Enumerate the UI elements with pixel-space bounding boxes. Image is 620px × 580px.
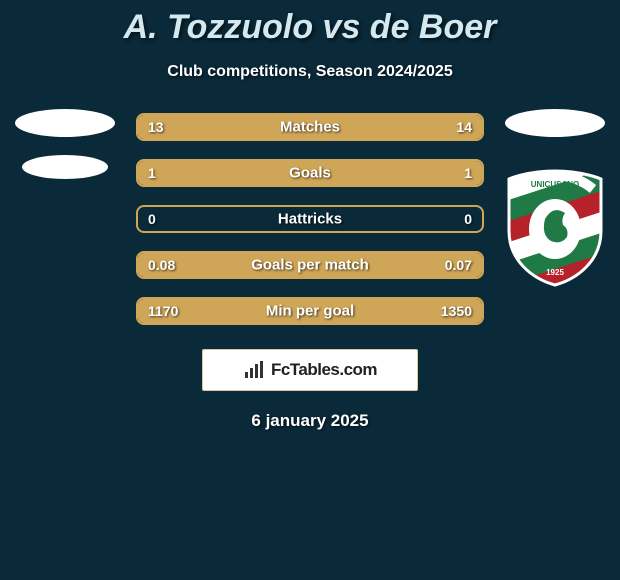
stat-value-right: 1 <box>464 165 472 181</box>
team-year: 1925 <box>546 268 564 277</box>
left-player-avatar-placeholder <box>15 109 115 137</box>
stat-value-right: 1350 <box>441 303 472 319</box>
stat-bar: 13 14 Matches <box>136 113 484 141</box>
bar-fill-left <box>138 161 310 185</box>
right-player-col: UNICUSANO 1925 <box>496 109 614 287</box>
stat-label: Goals <box>289 165 331 182</box>
stat-bar: 0.08 0.07 Goals per match <box>136 251 484 279</box>
left-player-col <box>6 109 124 179</box>
stat-value-left: 13 <box>148 119 164 135</box>
stat-value-left: 1 <box>148 165 156 181</box>
stat-value-right: 0 <box>464 211 472 227</box>
stat-label: Hattricks <box>278 211 342 228</box>
stat-value-left: 1170 <box>148 303 178 319</box>
brand-name: FcTables.com <box>271 360 377 380</box>
page-title: A. Tozzuolo vs de Boer <box>0 8 620 47</box>
right-player-avatar-placeholder <box>505 109 605 137</box>
comparison-layout: 13 14 Matches 1 1 Goals 0 0 Hattricks 0.08 0.07 Goa… <box>0 109 620 325</box>
stat-label: Goals per match <box>251 257 369 274</box>
stat-value-right: 0.07 <box>445 257 472 273</box>
stat-bar: 0 0 Hattricks <box>136 205 484 233</box>
chart-icon <box>243 360 265 380</box>
team-name-top: UNICUSANO <box>531 180 579 189</box>
brand-badge: FcTables.com <box>202 349 418 391</box>
stat-value-left: 0 <box>148 211 156 227</box>
stat-label: Matches <box>280 119 340 136</box>
left-team-logo-placeholder <box>22 155 108 179</box>
stat-bar: 1170 1350 Min per goal <box>136 297 484 325</box>
bar-fill-right <box>310 161 482 185</box>
footer-date: 6 january 2025 <box>0 411 620 431</box>
subtitle: Club competitions, Season 2024/2025 <box>0 63 620 81</box>
stat-value-left: 0.08 <box>148 257 175 273</box>
stat-bars: 13 14 Matches 1 1 Goals 0 0 Hattricks 0.08 0.07 Goa… <box>136 109 484 325</box>
stat-value-right: 14 <box>456 119 472 135</box>
stat-bar: 1 1 Goals <box>136 159 484 187</box>
stat-label: Min per goal <box>266 303 354 320</box>
right-team-badge: UNICUSANO 1925 <box>505 167 605 287</box>
